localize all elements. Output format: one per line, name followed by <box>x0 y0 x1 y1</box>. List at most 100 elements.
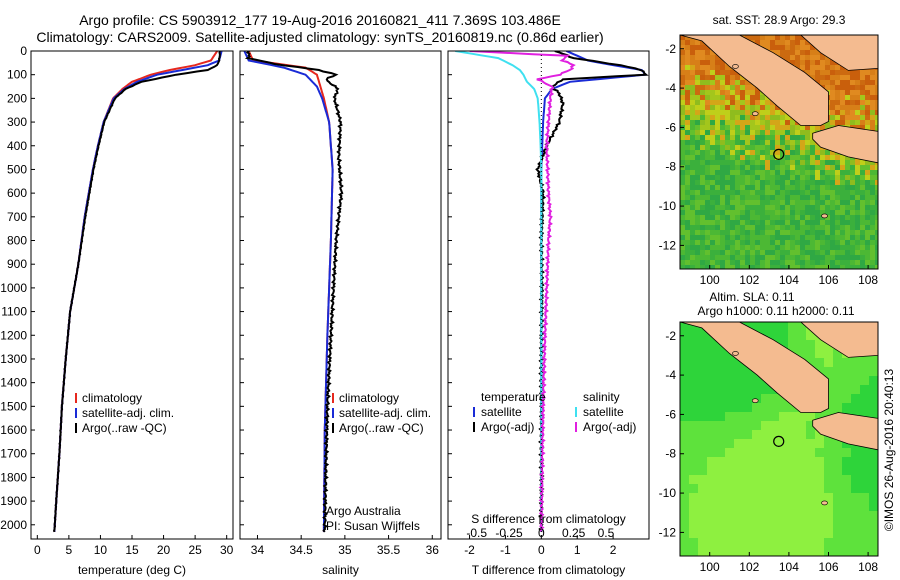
map-cell <box>690 85 696 91</box>
map-cell <box>815 55 821 61</box>
series-line <box>247 51 334 532</box>
map-cell <box>765 135 771 141</box>
depth-tick-label: 1500 <box>0 399 27 413</box>
map-cell <box>870 105 876 111</box>
map-cell <box>875 255 878 261</box>
map-cell <box>730 205 736 211</box>
map-cell <box>851 502 861 512</box>
map-cell <box>805 170 811 176</box>
map-cell <box>730 80 736 86</box>
map-cell <box>685 240 691 246</box>
map-cell <box>860 394 870 404</box>
map-cell <box>705 260 711 266</box>
island <box>821 500 828 506</box>
map-cell <box>745 85 751 91</box>
map-cell <box>720 160 726 166</box>
map-cell <box>770 215 776 221</box>
map-cell <box>780 50 786 56</box>
map-cell <box>855 250 861 256</box>
map-cell <box>820 60 826 66</box>
map-cell <box>698 484 708 494</box>
map-cell <box>765 165 771 171</box>
map-cell <box>806 421 816 431</box>
map-cell <box>775 50 781 56</box>
map-cell <box>840 105 846 111</box>
map-cell <box>745 245 751 251</box>
map-cell <box>795 45 801 51</box>
map-cell <box>825 175 831 181</box>
map-cell <box>785 225 791 231</box>
map-cell <box>690 155 696 161</box>
map-cell <box>835 70 841 76</box>
map-cell <box>755 155 761 161</box>
map-cell <box>824 484 834 494</box>
map-cell <box>685 230 691 236</box>
map-cell <box>685 110 691 116</box>
map-cell <box>750 165 756 171</box>
map-cell <box>716 511 726 521</box>
map-cell <box>815 511 825 521</box>
map-cell <box>760 95 766 101</box>
map-cell <box>851 394 861 404</box>
map-cell <box>705 210 711 216</box>
map-cell <box>765 130 771 136</box>
map-cell <box>710 105 716 111</box>
map-cell <box>860 85 866 91</box>
map-cell <box>680 165 686 171</box>
map-cell <box>745 150 751 156</box>
map-cell <box>745 160 751 166</box>
map-cell <box>698 394 708 404</box>
map-cell <box>730 190 736 196</box>
map-cell <box>815 240 821 246</box>
map-cell <box>815 430 825 440</box>
map-cell <box>740 145 746 151</box>
map-cell <box>780 35 786 41</box>
map-cell <box>833 376 843 386</box>
map-cell <box>695 75 701 81</box>
map-cell <box>690 145 696 151</box>
map-cell <box>740 105 746 111</box>
map-cell <box>815 502 825 512</box>
map-cell <box>750 155 756 161</box>
map-cell <box>806 511 816 521</box>
map-cell <box>870 170 876 176</box>
map-cell <box>825 215 831 221</box>
map-cell <box>725 439 735 449</box>
map-cell <box>788 520 798 530</box>
map-cell <box>840 95 846 101</box>
map-cell <box>820 170 826 176</box>
map-cell <box>710 100 716 106</box>
map-cell <box>680 145 686 151</box>
map-cell <box>870 125 876 131</box>
map-cell <box>785 245 791 251</box>
map-cell <box>840 85 846 91</box>
map-cell <box>830 85 836 91</box>
x-tick-label: 30 <box>220 543 234 557</box>
map-cell <box>689 340 699 350</box>
map-cell <box>695 220 701 226</box>
map-cell <box>710 250 716 256</box>
map-cell <box>797 439 807 449</box>
map-cell <box>840 65 846 71</box>
map-x-tick-label: 106 <box>818 560 838 574</box>
map-cell <box>680 457 690 467</box>
map-cell <box>770 45 776 51</box>
map-cell <box>851 511 861 521</box>
map-cell <box>710 65 716 71</box>
map-cell <box>735 190 741 196</box>
map-cell <box>779 421 789 431</box>
map-cell <box>685 245 691 251</box>
map-cell <box>851 457 861 467</box>
map-cell <box>698 520 708 530</box>
map-cell <box>752 529 762 539</box>
map-cell <box>715 75 721 81</box>
map-cell <box>680 95 686 101</box>
map-cell <box>710 180 716 186</box>
map-cell <box>710 130 716 136</box>
map-cell <box>795 240 801 246</box>
map-cell <box>680 475 690 485</box>
map-cell <box>779 466 789 476</box>
map-cell <box>795 220 801 226</box>
map-cell <box>835 160 841 166</box>
map-cell <box>820 150 826 156</box>
